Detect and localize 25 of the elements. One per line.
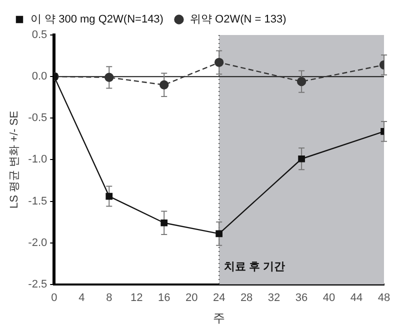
x-tick-label: 12	[130, 292, 143, 304]
x-tick-label: 44	[350, 292, 363, 304]
x-tick-label: 24	[212, 292, 226, 304]
y-tick-label: -2.0	[28, 236, 48, 249]
x-tick-label: 20	[185, 292, 198, 304]
x-tick-label: 16	[158, 292, 170, 304]
y-tick-label: -2.5	[28, 278, 48, 290]
y-tick-label: -1.5	[28, 195, 48, 208]
legend-label: 위약 O2W(N = 133)	[190, 14, 286, 26]
x-tick-label: 32	[268, 292, 280, 304]
x-axis-title: 주	[213, 311, 226, 326]
y-tick-label: -1.0	[28, 154, 48, 166]
x-tick-label: 36	[295, 292, 308, 304]
x-tick-label: 0	[51, 292, 58, 304]
x-tick-label: 48	[378, 292, 390, 304]
x-tick-label: 40	[322, 292, 336, 304]
x-tick-label: 4	[78, 292, 85, 304]
band-label: 치료 후 기간	[224, 260, 286, 273]
legend-label: 이 약 300 mg Q2W(N=143)	[30, 14, 164, 26]
y-tick-label: 0.5	[32, 29, 48, 42]
y-axis-title: LS 평균 변화 +/- SE	[8, 110, 21, 208]
y-tick-label: 0.0	[32, 70, 48, 83]
x-tick-label: 8	[106, 292, 112, 304]
y-tick-label: -0.5	[28, 112, 48, 124]
x-tick-label: 28	[240, 292, 253, 304]
